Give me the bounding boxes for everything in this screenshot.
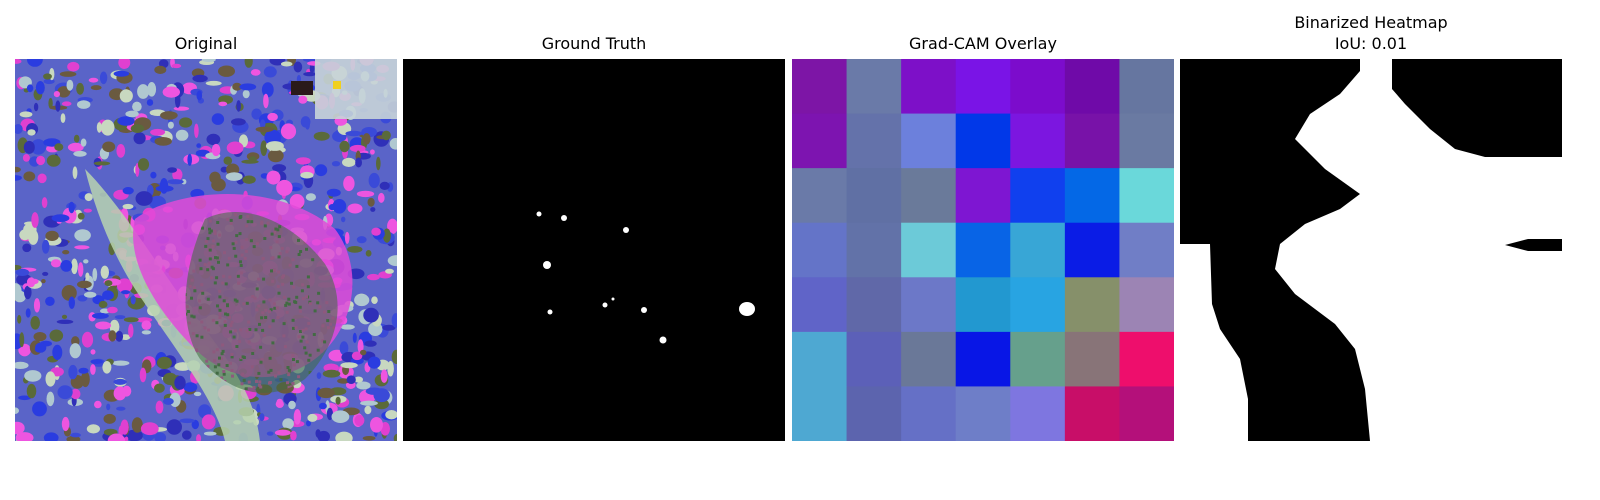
gradcam-cell — [792, 222, 848, 278]
gradcam-cell — [1064, 113, 1121, 169]
panel-original: Original — [15, 0, 397, 500]
gradcam-cell — [1010, 277, 1066, 333]
gradcam-cell — [1064, 386, 1121, 441]
gradcam-cell — [1119, 59, 1174, 115]
panel-title: Ground Truth — [541, 34, 647, 53]
gradcam-cell — [846, 113, 902, 169]
gradcam-cell — [1064, 331, 1121, 388]
gradcam-cell — [1119, 277, 1174, 333]
gradcam-cell — [846, 222, 902, 278]
gradcam-cell — [1119, 168, 1174, 224]
gradcam-cell — [901, 386, 957, 441]
gradcam-cell — [1064, 222, 1121, 278]
panel-title: Grad-CAM Overlay — [909, 34, 1057, 53]
gradcam-cell — [792, 277, 848, 333]
gradcam-cell — [955, 386, 1011, 441]
gradcam-cell — [1010, 168, 1066, 224]
gradcam-cell — [846, 331, 902, 388]
gradcam-cell — [901, 331, 957, 388]
gradcam-cell — [901, 222, 957, 278]
gradcam-cell — [955, 113, 1011, 169]
gradcam-cell — [955, 168, 1011, 224]
gradcam-cell — [901, 168, 957, 224]
gradcam-cell — [792, 113, 848, 169]
gradcam-cell — [792, 386, 848, 441]
gradcam-cell — [955, 277, 1011, 333]
gradcam-cell — [1064, 168, 1121, 224]
gradcam-cell — [955, 222, 1011, 278]
gradcam-cell — [955, 59, 1011, 115]
gradcam-cell — [846, 168, 902, 224]
gradcam-cell — [1010, 113, 1066, 169]
gradcam-cell — [846, 386, 902, 441]
gradcam-cell — [1119, 386, 1174, 441]
gradcam-cell — [792, 168, 848, 224]
panel-title: Binarized Heatmap — [1294, 13, 1448, 32]
gradcam-cell — [1010, 331, 1066, 388]
gradcam-cell — [1064, 277, 1121, 333]
panel-gradcam: Grad-CAM Overlay — [792, 0, 1174, 500]
gradcam-cell — [901, 277, 957, 333]
gradcam-cell — [1010, 386, 1066, 441]
gradcam-cell — [1010, 59, 1066, 115]
panel-subtitle-iou: IoU: 0.01 — [1334, 34, 1408, 53]
gradcam-cell — [1119, 331, 1174, 388]
gradcam-cell — [1119, 113, 1174, 169]
gradcam-cell — [955, 331, 1011, 388]
gradcam-cell — [792, 331, 848, 388]
gradcam-cell — [792, 59, 848, 115]
original-image — [15, 59, 397, 441]
gradcam-cell — [846, 59, 902, 115]
panel-binarized: Binarized Heatmap IoU: 0.01 — [1180, 0, 1562, 500]
gradcam-cell — [901, 59, 957, 115]
binarized-heatmap — [1180, 59, 1562, 441]
gradcam-cell — [1010, 222, 1066, 278]
gradcam-cell — [901, 113, 957, 169]
panel-title: Original — [174, 34, 238, 53]
gradcam-cell — [1119, 222, 1174, 278]
gradcam-overlay — [792, 59, 1174, 441]
gradcam-cell — [1064, 59, 1121, 115]
gradcam-cell — [846, 277, 902, 333]
ground-truth-mask — [403, 59, 785, 441]
panel-ground-truth: Ground Truth — [403, 0, 785, 500]
